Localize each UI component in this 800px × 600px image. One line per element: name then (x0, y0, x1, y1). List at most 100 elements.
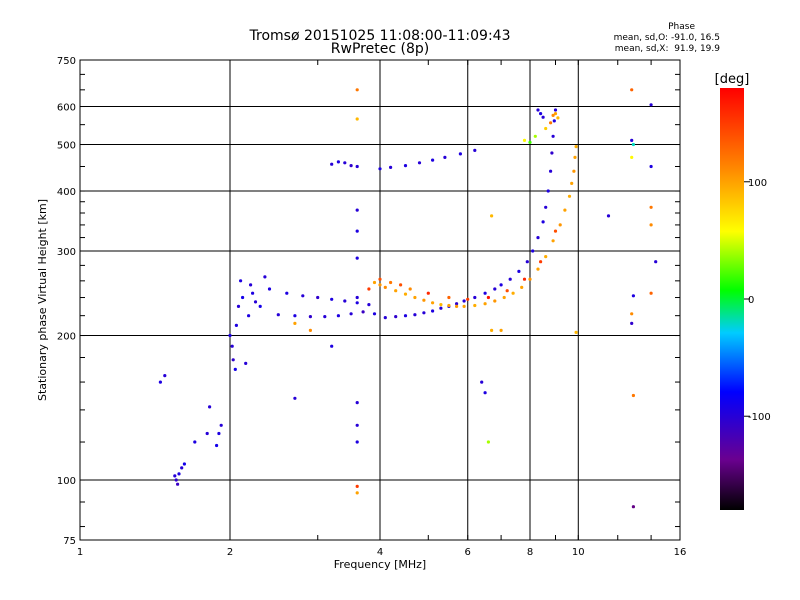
data-point (233, 367, 237, 371)
data-point (236, 304, 241, 308)
data-point (367, 303, 371, 307)
data-point (293, 321, 297, 325)
data-point (499, 283, 503, 287)
data-point (630, 155, 634, 159)
x-tick-label: 1 (77, 547, 83, 558)
data-point (549, 121, 553, 125)
data-point (403, 314, 408, 318)
data-point (403, 164, 408, 168)
data-point (163, 374, 167, 378)
data-point (228, 333, 232, 338)
data-point (239, 279, 243, 283)
data-point (606, 214, 611, 218)
data-point (158, 380, 162, 384)
data-point (389, 165, 393, 169)
data-point (177, 472, 181, 476)
data-point (541, 115, 545, 119)
data-point (343, 161, 347, 165)
data-point (447, 295, 451, 300)
data-point (330, 297, 334, 301)
data-point (336, 314, 340, 318)
data-point (462, 304, 466, 308)
colorbar (720, 88, 744, 510)
data-point (408, 287, 412, 291)
data-point (383, 285, 387, 289)
data-point (231, 358, 235, 362)
data-point (536, 267, 540, 271)
data-point (528, 140, 532, 144)
data-point (473, 148, 477, 152)
data-point (443, 155, 447, 159)
data-point (520, 285, 524, 289)
data-point (258, 304, 262, 308)
data-point (180, 466, 184, 470)
chart-subtitle: RwPretec (8p) (330, 41, 430, 57)
data-point (205, 431, 209, 436)
y-tick-label: 300 (57, 247, 76, 258)
data-point (517, 269, 521, 273)
data-point (654, 260, 658, 264)
data-point (217, 431, 221, 436)
data-point (372, 312, 377, 316)
data-point (544, 205, 548, 209)
data-point (552, 119, 556, 123)
data-point (355, 301, 359, 305)
data-point (490, 214, 494, 218)
y-tick-label: 75 (63, 536, 76, 547)
data-point (367, 287, 371, 291)
data-point (316, 295, 320, 300)
data-point (574, 145, 578, 149)
data-point (249, 283, 253, 287)
data-point (563, 208, 567, 212)
colorbar-ticks: 100 0 -100 (744, 178, 771, 423)
data-point (473, 303, 477, 308)
data-point (173, 474, 177, 478)
data-point (531, 249, 535, 253)
data-point (558, 223, 562, 227)
data-point (553, 112, 558, 116)
data-points (158, 88, 658, 509)
data-point (499, 328, 503, 332)
data-point (174, 478, 178, 482)
stats-line-x: mean, sd,X: 91.9, 19.9 (614, 44, 720, 54)
data-point (308, 328, 312, 332)
data-point (493, 299, 497, 303)
data-point (539, 260, 543, 264)
data-point (630, 312, 634, 316)
data-point (230, 344, 234, 348)
data-point (528, 277, 532, 281)
data-point (323, 315, 327, 319)
data-point (431, 301, 435, 305)
data-point (525, 260, 529, 264)
data-point (413, 313, 417, 317)
data-point (536, 108, 540, 112)
data-point (549, 169, 553, 173)
data-point (399, 283, 403, 287)
data-point (483, 302, 487, 306)
data-point (193, 440, 197, 444)
data-point (378, 283, 382, 287)
data-point (267, 287, 272, 291)
data-point (431, 309, 435, 313)
data-point (422, 298, 426, 302)
data-point (293, 396, 297, 400)
y-tick-labels: 75 100 200 300 400 500 600 750 (57, 56, 76, 547)
data-point (389, 280, 393, 285)
data-point (546, 189, 550, 193)
x-tick-label: 6 (465, 547, 471, 558)
data-point (182, 462, 186, 466)
stats-header: Phase (668, 22, 695, 32)
data-point (276, 313, 280, 317)
data-point (483, 391, 487, 395)
data-point (511, 291, 515, 295)
data-point (361, 310, 365, 314)
data-point (208, 405, 212, 409)
colorbar-tick-label: 100 (748, 178, 767, 189)
data-point (630, 321, 634, 325)
data-point (219, 423, 223, 427)
data-point (355, 256, 359, 260)
data-point (336, 160, 340, 164)
data-point (630, 138, 634, 142)
data-point (649, 291, 653, 295)
data-point (493, 287, 497, 291)
